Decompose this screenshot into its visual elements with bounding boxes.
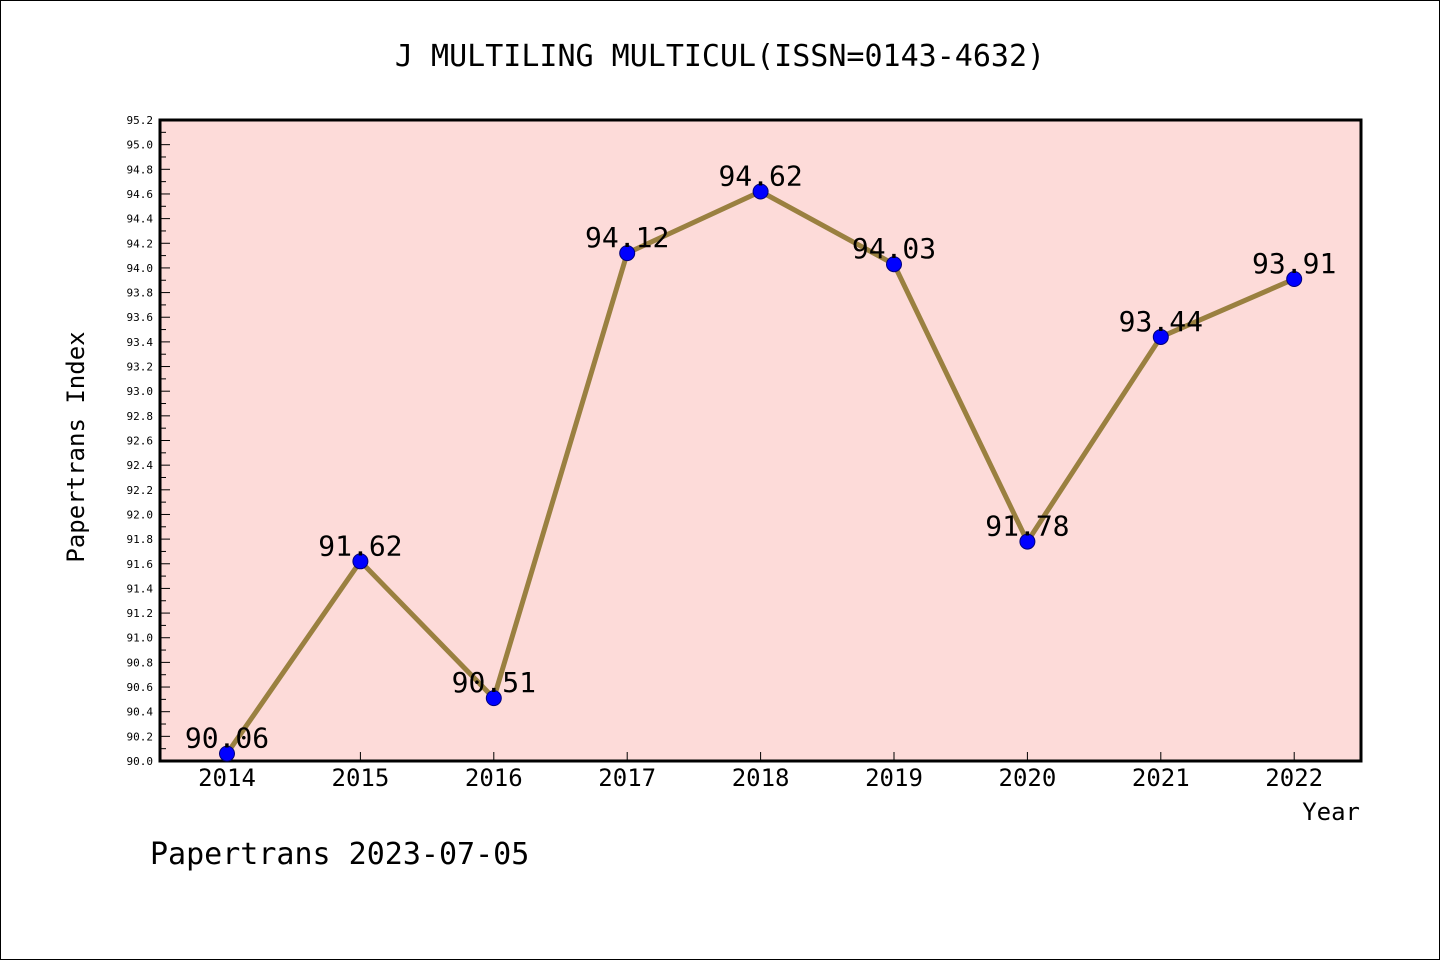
chart-title: J MULTILING MULTICUL(ISSN=0143-4632): [395, 39, 1045, 74]
data-point: [352, 553, 369, 570]
data-label: 93.44: [1119, 305, 1203, 338]
y-tick-label: 94.2: [127, 237, 154, 250]
y-tick-label: 91.4: [127, 582, 154, 595]
y-tick-label: 90.4: [127, 706, 154, 719]
data-labels: 90.06 91.62 90.51 94.12 94.62 94.03 91.78 93.44…: [185, 159, 1336, 754]
y-tick-label: 92.4: [127, 459, 154, 472]
x-tick-label: 2016: [465, 764, 523, 792]
y-tick-label: 94.0: [127, 262, 154, 275]
y-tick-label: 95.0: [127, 139, 154, 152]
data-point: [1019, 533, 1036, 550]
y-axis-label: Papertrans Index: [62, 331, 90, 562]
data-label: 94.03: [852, 232, 936, 265]
y-tick-label: 91.2: [127, 607, 154, 620]
x-tick-label: 2015: [332, 764, 390, 792]
y-tick-label: 90.0: [127, 755, 154, 768]
x-tick-label: 2020: [999, 764, 1057, 792]
data-point: [1152, 328, 1169, 345]
y-tick-label: 94.4: [127, 213, 154, 226]
y-tick-label: 93.4: [127, 336, 154, 349]
y-tick-label: 93.8: [127, 287, 154, 300]
y-tick-label: 95.2: [127, 114, 154, 127]
y-tick-label: 91.8: [127, 533, 154, 546]
y-tick-label: 93.6: [127, 311, 154, 324]
data-point: [752, 183, 769, 200]
data-label: 90.51: [452, 666, 536, 699]
data-point: [886, 256, 902, 273]
y-tick-label: 90.2: [127, 730, 154, 743]
y-tick-label: 91.6: [127, 558, 154, 571]
y-tick-label: 93.2: [127, 361, 154, 374]
x-tick-label: 2014: [198, 764, 256, 792]
x-tick-label: 2022: [1265, 764, 1323, 792]
data-label: 94.62: [718, 159, 802, 192]
data-label: 90.06: [185, 722, 269, 755]
plot-area: [158, 118, 1363, 763]
data-point: [1286, 271, 1303, 288]
y-axis-tick-labels: 90.0 90.2 90.4 90.6 90.8 91.0 91.2 91.4 91.6 91.8…: [127, 114, 154, 768]
y-tick-label: 92.2: [127, 484, 154, 497]
y-tick-label: 90.8: [127, 656, 154, 669]
data-label: 91.62: [318, 529, 402, 562]
y-tick-label: 94.8: [127, 163, 154, 176]
data-markers: [219, 183, 1303, 762]
footer-text: Papertrans 2023-07-05: [150, 837, 529, 872]
y-tick-label: 92.0: [127, 508, 154, 521]
y-tick-label: 93.0: [127, 385, 154, 398]
data-point: [219, 745, 235, 762]
data-label: 93.91: [1252, 247, 1336, 280]
data-label: 91.78: [985, 510, 1069, 543]
data-point: [619, 245, 636, 262]
y-tick-label: 91.0: [127, 632, 154, 645]
y-tick-label: 92.6: [127, 435, 154, 448]
x-tick-label: 2018: [732, 764, 790, 792]
data-point: [485, 690, 502, 707]
x-tick-label: 2017: [598, 764, 656, 792]
y-tick-label: 92.8: [127, 410, 154, 423]
y-tick-label: 94.6: [127, 188, 154, 201]
x-tick-label: 2019: [865, 764, 923, 792]
x-tick-label: 2021: [1132, 764, 1190, 792]
y-tick-label: 90.6: [127, 681, 154, 694]
data-label: 94.12: [585, 221, 669, 254]
x-axis-label: Year: [1302, 798, 1360, 826]
x-axis-tick-labels: 2014 2015 2016 2017 2018 2019 2020 2021 2022: [198, 764, 1323, 792]
y-axis-ticks: [160, 119, 170, 762]
